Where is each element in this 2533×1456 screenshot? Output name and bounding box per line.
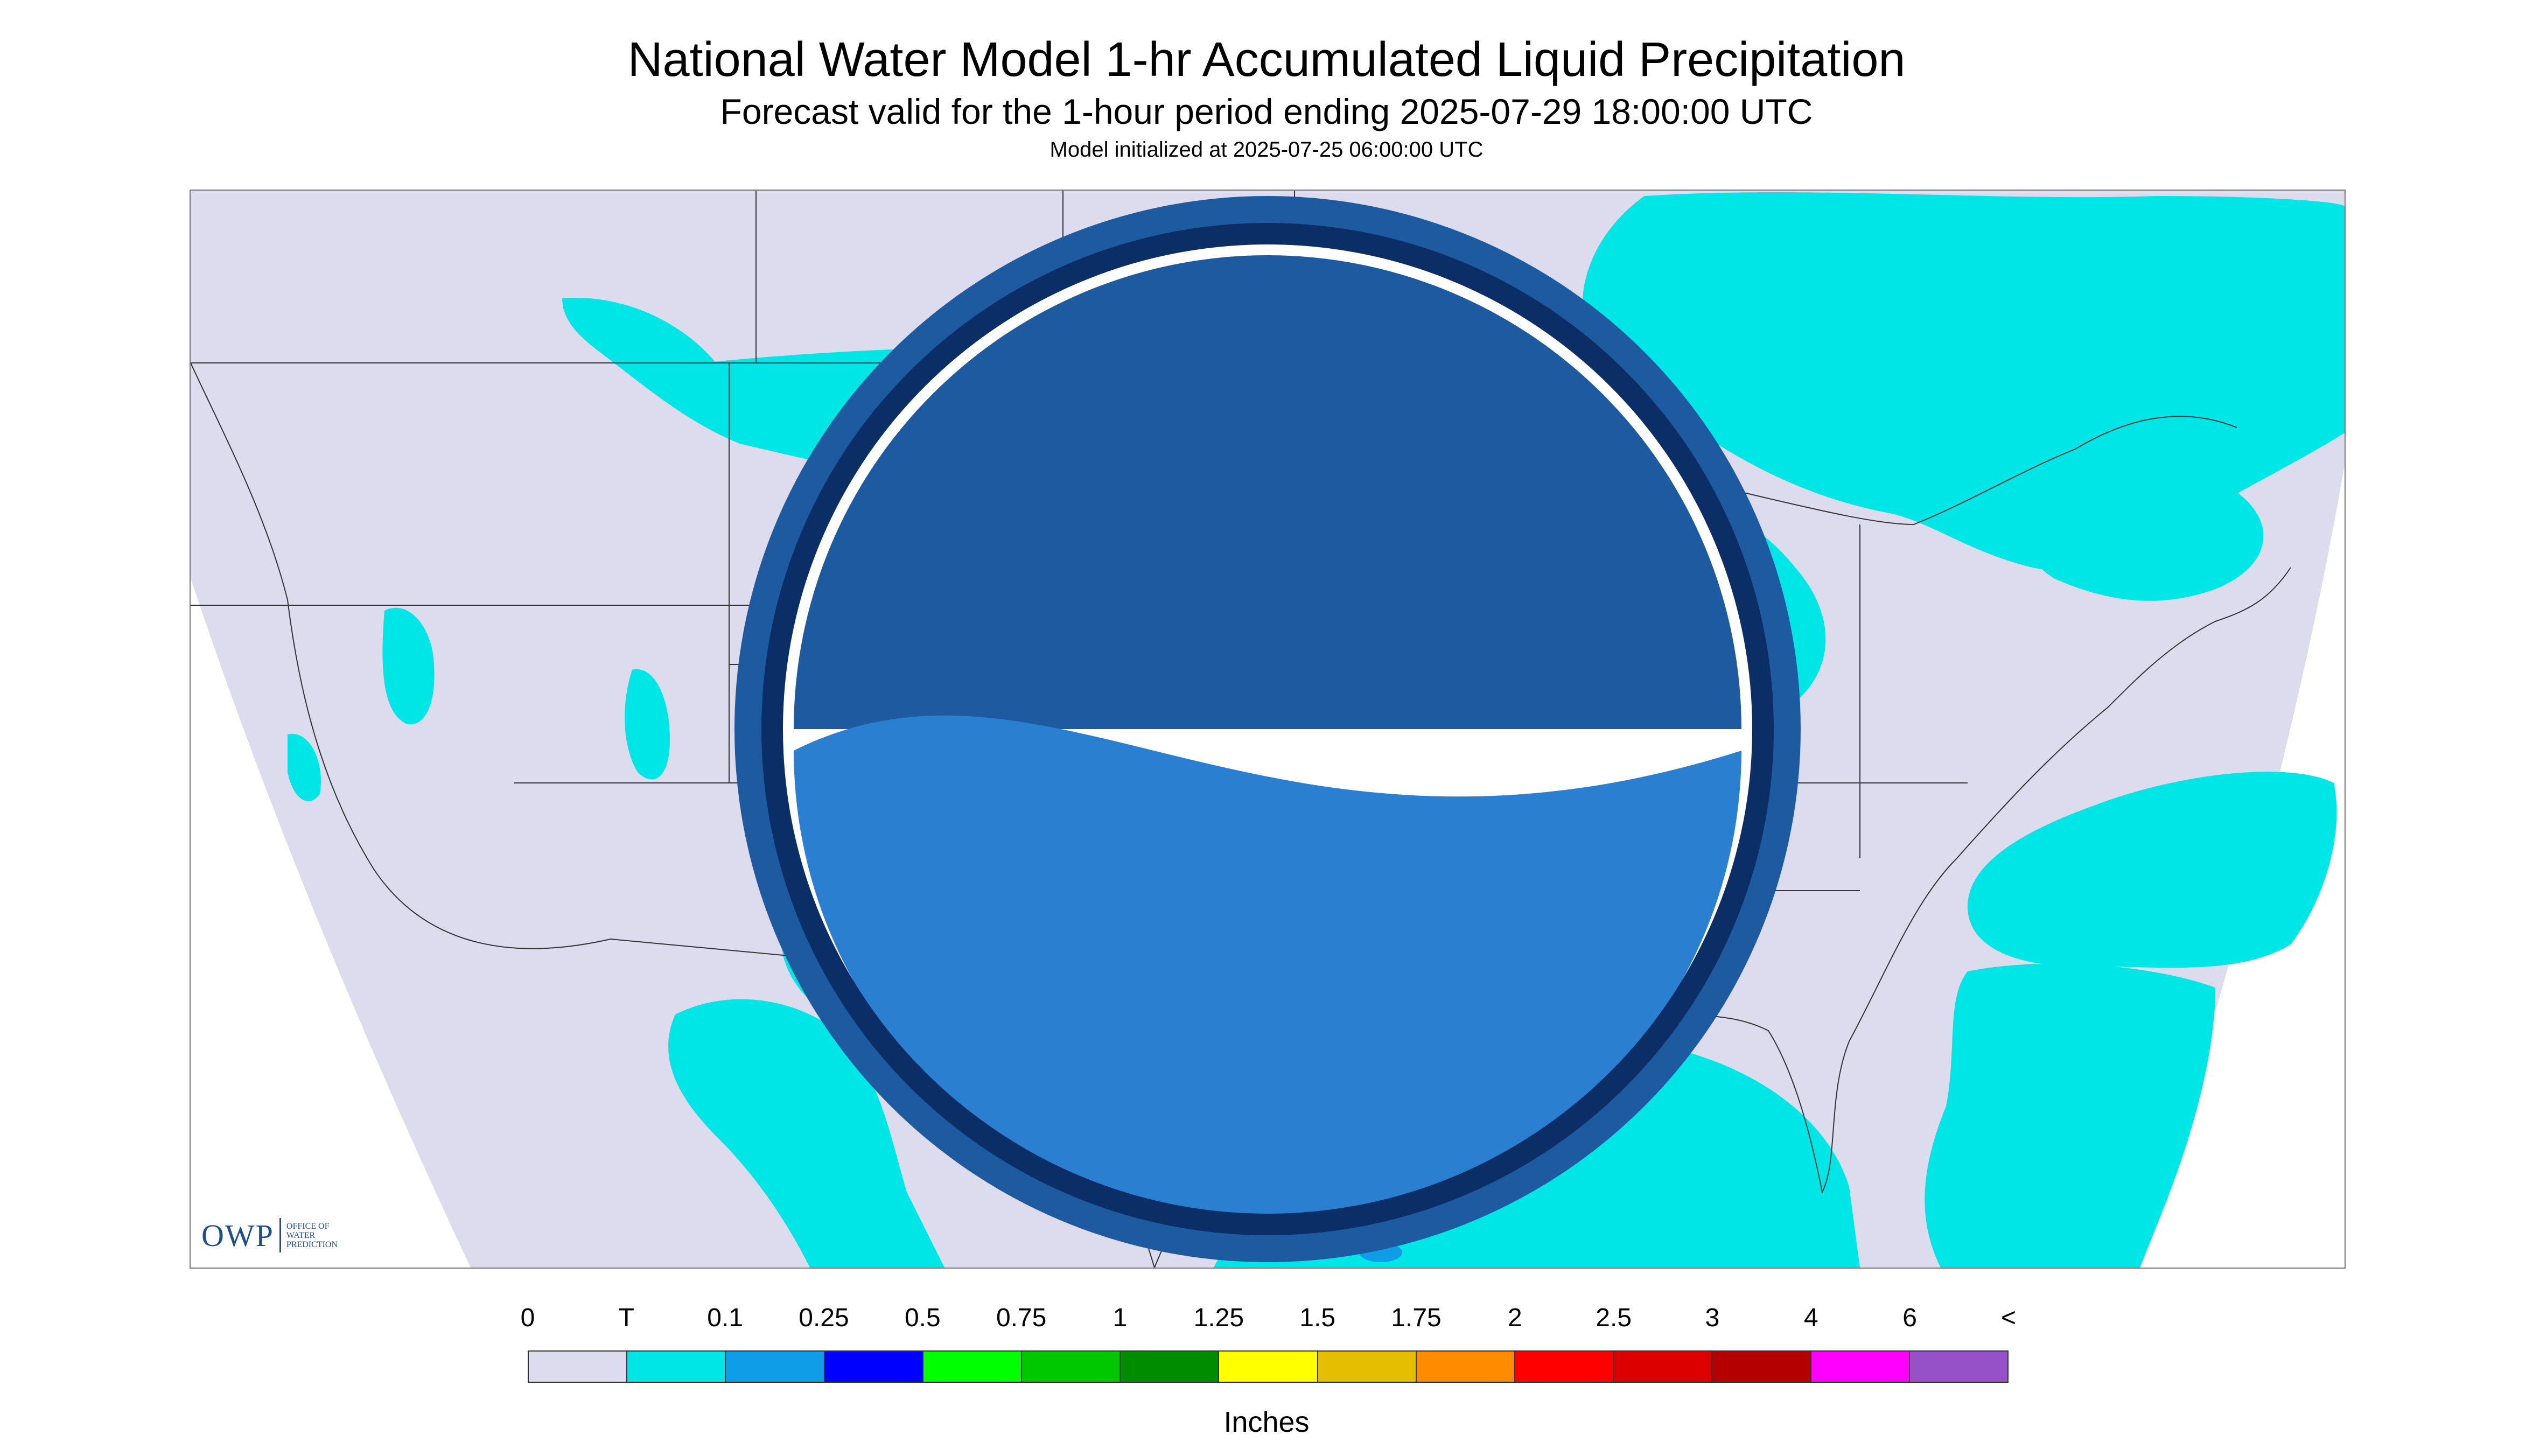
legend-labels: 0 T 0.1 0.25 0.5 0.75 1 1.25 1.5 1.75 2 2.5 3 4 6 < [0, 1303, 2533, 1335]
owp-logo-text: OFFICE OF WATER PREDICTION [286, 1221, 338, 1249]
map-title: National Water Model 1-hr Accumulated Li… [627, 33, 1906, 87]
legend-swatch-5 [1022, 1352, 1121, 1382]
legend-label-11: 2.5 [1596, 1304, 1632, 1332]
precip-region-atlantic [1968, 772, 2337, 968]
model-init-time: Model initialized at 2025-07-25 06:00:00… [1049, 138, 1484, 162]
legend-label-4: 0.5 [904, 1304, 941, 1332]
legend-swatch-9 [1416, 1352, 1516, 1382]
atlantic-coast [1849, 567, 2291, 1042]
legend-label-9: 1.75 [1391, 1304, 1442, 1332]
color-legend [528, 1350, 2009, 1383]
legend-label-3: 0.25 [799, 1304, 849, 1332]
legend-label-13: 4 [1803, 1304, 1818, 1332]
legend-label-7: 1.25 [1193, 1304, 1244, 1332]
precip-region-mexico-west [668, 999, 944, 1268]
owp-logo-divider [279, 1218, 281, 1252]
legend-label-0: 0 [520, 1304, 535, 1332]
legend-swatch-0 [529, 1352, 628, 1382]
legend-label-12: 3 [1705, 1304, 1720, 1332]
legend-swatch-11 [1614, 1352, 1713, 1382]
legend-label-6: 1 [1112, 1304, 1128, 1332]
legend-swatch-2 [726, 1352, 825, 1382]
legend-swatch-13 [1811, 1352, 1910, 1382]
precip-region-northeast [2021, 472, 2264, 601]
precip-region-california-coast [288, 733, 321, 802]
precip-region-southeast-atlantic [1925, 963, 2215, 1268]
owp-logo: OWP OFFICE OF WATER PREDICTION [201, 1214, 338, 1257]
legend-label-14: 6 [1902, 1304, 1918, 1332]
legend-label-10: 2 [1507, 1304, 1522, 1332]
map-panel: OWP OFFICE OF WATER PREDICTION [190, 190, 2346, 1269]
legend-units: Inches [1223, 1406, 1310, 1438]
precip-region-nevada [382, 607, 435, 725]
legend-label-2: 0.1 [707, 1304, 744, 1332]
pacific-coast [191, 362, 611, 949]
legend-label-15: < [2000, 1304, 2017, 1332]
legend-swatch-6 [1121, 1352, 1220, 1382]
legend-label-1: T [618, 1304, 634, 1332]
legend-swatch-10 [1515, 1352, 1614, 1382]
legend-swatch-1 [627, 1352, 726, 1382]
legend-swatch-7 [1219, 1352, 1318, 1382]
legend-swatch-14 [1909, 1352, 2008, 1382]
legend-swatch-3 [824, 1352, 923, 1382]
legend-swatch-4 [923, 1352, 1023, 1382]
legend-label-8: 1.5 [1299, 1304, 1336, 1332]
legend-swatch-12 [1712, 1352, 1811, 1382]
legend-label-5: 0.75 [996, 1304, 1047, 1332]
legend-swatch-8 [1318, 1352, 1417, 1382]
owp-logo-mark: OWP [201, 1217, 274, 1253]
precip-region-utah [625, 669, 670, 780]
noaa-logo-icon [734, 196, 1801, 1262]
map-subtitle: Forecast valid for the 1-hour period end… [720, 92, 1813, 131]
